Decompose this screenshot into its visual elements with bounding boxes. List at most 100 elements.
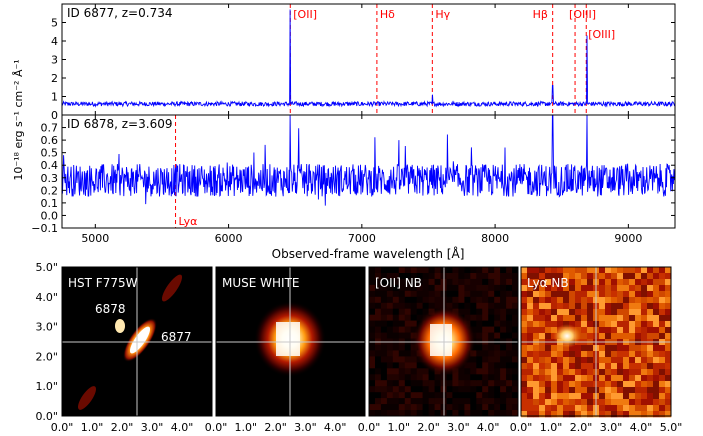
noise-pixel <box>605 375 612 382</box>
noise-pixel <box>545 411 552 418</box>
noise-pixel <box>665 297 672 304</box>
noise-pixel <box>482 267 489 274</box>
noise-pixel <box>539 363 546 370</box>
noise-pixel <box>563 297 570 304</box>
noise-pixel <box>569 369 576 376</box>
noise-pixel <box>386 284 394 292</box>
noise-pixel <box>392 284 400 292</box>
noise-pixel <box>557 351 564 358</box>
noise-pixel <box>539 285 546 292</box>
noise-pixel <box>611 393 618 400</box>
noise-pixel <box>551 375 558 382</box>
noise-pixel <box>416 410 423 417</box>
noise-pixel <box>470 392 477 399</box>
top-ytick-label: 0 <box>51 109 58 122</box>
noise-pixel <box>659 405 666 412</box>
noise-pixel <box>434 398 441 405</box>
noise-pixel <box>653 267 660 274</box>
noise-pixel <box>641 309 648 316</box>
noise-pixel <box>404 320 412 327</box>
noise-pixel <box>470 296 477 304</box>
noise-pixel <box>659 399 666 406</box>
hst-galaxy-core <box>129 326 151 354</box>
noise-pixel <box>653 381 660 388</box>
hst-source-6878: 6878 <box>95 302 126 316</box>
noise-pixel <box>416 278 423 286</box>
noise-pixel <box>575 303 582 310</box>
noise-pixel <box>458 296 465 304</box>
noise-pixel <box>581 291 588 298</box>
noise-pixel <box>623 291 630 298</box>
noise-pixel <box>641 369 648 376</box>
noise-pixel <box>551 291 558 298</box>
noise-pixel <box>392 368 400 375</box>
noise-pixel <box>617 297 624 304</box>
cutout-xtick-label: 3.0" <box>447 421 470 434</box>
noise-pixel <box>375 350 382 357</box>
noise-pixel <box>470 398 477 405</box>
noise-pixel <box>428 374 435 381</box>
noise-pixel <box>575 309 582 316</box>
noise-pixel <box>386 356 394 363</box>
noise-pixel <box>375 314 382 321</box>
noise-pixel <box>494 404 501 411</box>
noise-pixel <box>392 296 400 304</box>
noise-pixel <box>611 285 618 292</box>
noise-pixel <box>398 356 406 363</box>
noise-pixel <box>611 381 618 388</box>
noise-pixel <box>500 302 507 310</box>
noise-pixel <box>587 357 594 364</box>
noise-pixel <box>551 309 558 316</box>
noise-pixel <box>635 381 642 388</box>
noise-pixel <box>569 405 576 412</box>
noise-pixel <box>617 381 624 388</box>
noise-pixel <box>375 356 382 363</box>
hst-frame <box>61 266 213 417</box>
noise-pixel <box>375 278 382 286</box>
noise-pixel <box>611 315 618 322</box>
noise-pixel <box>506 326 513 333</box>
noise-pixel <box>428 273 435 280</box>
noise-pixel <box>500 368 507 375</box>
noise-pixel <box>665 333 672 340</box>
noise-pixel <box>398 398 406 405</box>
noise-pixel <box>551 315 558 322</box>
noise-pixel <box>569 345 576 352</box>
noise-pixel <box>494 314 501 321</box>
noise-pixel <box>494 284 501 292</box>
noise-pixel <box>375 398 382 405</box>
noise-pixel <box>659 375 666 382</box>
noise-pixel <box>512 314 519 321</box>
bottom-plot-frame <box>61 114 676 229</box>
noise-pixel <box>521 303 528 310</box>
noise-pixel <box>605 393 612 400</box>
noise-pixel <box>398 273 406 280</box>
noise-pixel <box>617 393 624 400</box>
noise-pixel <box>611 387 618 394</box>
noise-pixel <box>653 411 660 418</box>
noise-pixel <box>380 386 388 393</box>
noise-pixel <box>605 333 612 340</box>
noise-pixel <box>452 404 459 411</box>
noise-pixel <box>476 410 483 417</box>
noise-pixel <box>380 278 388 286</box>
noise-pixel <box>635 375 642 382</box>
noise-pixel <box>392 380 400 387</box>
noise-pixel <box>659 267 666 274</box>
noise-pixel <box>482 326 489 333</box>
top-marker-label: [OII] <box>293 8 317 21</box>
noise-pixel <box>470 380 477 387</box>
noise-pixel <box>452 284 459 292</box>
noise-pixel <box>581 381 588 388</box>
noise-pixel <box>545 327 552 334</box>
noise-pixel <box>569 357 576 364</box>
noise-pixel <box>557 279 564 286</box>
noise-pixel <box>527 399 534 406</box>
hst-label: HST F775W <box>68 276 138 290</box>
noise-pixel <box>404 302 412 310</box>
noise-pixel <box>575 315 582 322</box>
noise-pixel <box>623 411 630 418</box>
noise-pixel <box>392 392 400 399</box>
noise-pixel <box>545 291 552 298</box>
noise-pixel <box>623 351 630 358</box>
